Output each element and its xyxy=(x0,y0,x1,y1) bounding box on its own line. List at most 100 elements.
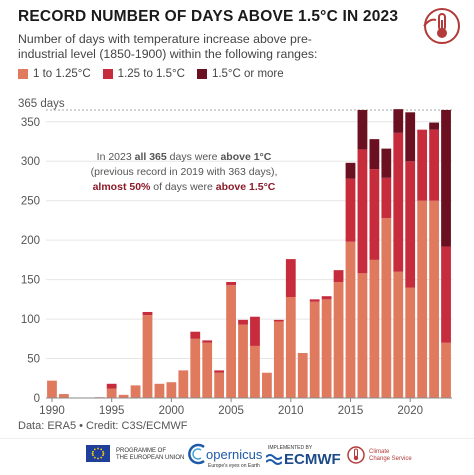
bar-segment-1-1990 xyxy=(47,380,57,398)
bar-segment-3-2017 xyxy=(369,139,380,170)
bar-segment-2-2002 xyxy=(190,331,201,339)
x-tick-label: 2005 xyxy=(218,405,244,415)
bar-segment-2-2022 xyxy=(429,129,439,201)
bar-segment-1-2009 xyxy=(273,321,284,398)
x-tick-label: 1995 xyxy=(99,405,125,415)
x-tick-label: 2020 xyxy=(397,405,423,415)
bar-segment-1-2003 xyxy=(202,342,213,398)
x-tick-label: 2010 xyxy=(278,405,304,415)
thermometer-logo-icon xyxy=(423,8,460,44)
bar-segment-1-2013 xyxy=(321,299,332,398)
bar-segment-1-2002 xyxy=(190,338,201,398)
bar-segment-1-1996 xyxy=(118,394,129,398)
legend-label-range2: 1.25 to 1.5°C xyxy=(117,68,185,80)
eu-label-line2: THE EUROPEAN UNION xyxy=(116,455,185,461)
bar-segment-1-2018 xyxy=(381,218,392,398)
bar-segment-3-2018 xyxy=(381,148,392,178)
copernicus-text: opernicus xyxy=(206,447,263,462)
c3s-logo-icon xyxy=(347,446,365,464)
bar-chart: 0 50 100 150 200 250 300 350 365 days 1990 1995 200… xyxy=(18,98,452,415)
bar-segment-1-1997 xyxy=(130,385,141,398)
legend-swatch-range3 xyxy=(196,69,207,79)
ecmwf-logo-icon xyxy=(266,454,282,465)
bar-segment-3-2015 xyxy=(345,162,356,179)
bar-segment-2-2023 xyxy=(441,246,451,343)
copernicus-logo-icon xyxy=(188,443,205,465)
annotation-line2: (previous record in 2019 with 363 days), xyxy=(91,166,278,178)
legend-item-range3: 1.5°C or more xyxy=(196,68,284,80)
bar-segment-1-2005 xyxy=(226,285,236,398)
legend-swatch-range1 xyxy=(18,69,28,79)
bar-segment-1-2014 xyxy=(333,281,344,398)
bar-segment-1-2008 xyxy=(262,372,272,398)
eu-programme-label: PROGRAMME OF THE EUROPEAN UNION xyxy=(116,448,184,462)
x-tick-label: 1990 xyxy=(39,405,65,415)
c3s-label: Climate Change Service xyxy=(369,449,412,463)
bar-segment-2-1998 xyxy=(142,311,153,316)
bar-segment-2-2012 xyxy=(309,299,320,302)
bar-segment-2-2007 xyxy=(250,316,260,346)
y-tick-label: 0 xyxy=(34,393,40,405)
y-tick-label: 200 xyxy=(21,235,40,247)
bar-segment-2-2013 xyxy=(321,296,332,300)
legend-swatch-range2 xyxy=(102,69,113,79)
c3s-label-line2: Change Service xyxy=(369,456,412,462)
bar-segment-2-2018 xyxy=(381,177,392,219)
y-tick-label: 250 xyxy=(21,196,40,208)
bar-segment-2-2015 xyxy=(345,178,356,242)
legend-label-range3: 1.5°C or more xyxy=(211,68,284,80)
eu-label-line1: PROGRAMME OF xyxy=(116,448,167,454)
bar-segment-1-2016 xyxy=(357,273,368,398)
bar-segment-1-2023 xyxy=(441,342,451,398)
bar-segment-2-2005 xyxy=(226,281,236,286)
bar-segment-1-2004 xyxy=(214,372,225,398)
credit-text: Data: ERA5 • Credit: C3S/ECMWF xyxy=(18,420,188,432)
bar-segment-1-2007 xyxy=(250,345,260,398)
bar-segment-2-2003 xyxy=(202,340,213,343)
x-tick-label: 2015 xyxy=(338,405,364,415)
reference-line-label: 365 days xyxy=(18,98,65,110)
bar-segment-2-2004 xyxy=(214,370,225,373)
bar-segment-1-2022 xyxy=(429,200,439,398)
bar-segment-2-2017 xyxy=(369,169,380,260)
legend: 1 to 1.25°C 1.25 to 1.5°C 1.5°C or more xyxy=(18,68,284,80)
legend-label-range1: 1 to 1.25°C xyxy=(33,68,91,80)
bar-segment-1-2020 xyxy=(405,287,416,398)
copernicus-subtext: Europe's eyes on Earth xyxy=(208,463,260,469)
bar-segment-1-2017 xyxy=(369,259,380,398)
bar-segment-1-2021 xyxy=(417,200,428,398)
bar-segment-1-2012 xyxy=(309,301,320,398)
bar-segment-1-1998 xyxy=(142,315,153,398)
bar-segment-3-2019 xyxy=(393,109,404,133)
bar-segment-1-2000 xyxy=(166,382,177,398)
bar-segment-2-2020 xyxy=(405,161,416,288)
y-tick-label: 350 xyxy=(21,117,40,129)
bar-segment-1-1995 xyxy=(106,388,117,398)
ecmwf-text: ECMWF xyxy=(284,451,341,468)
legend-item-range1: 1 to 1.25°C xyxy=(18,68,91,80)
y-tick-label: 100 xyxy=(21,314,40,326)
bar-segment-3-2023 xyxy=(441,109,451,247)
y-tick-label: 50 xyxy=(27,354,40,366)
footer-logos: PROGRAMME OF THE EUROPEAN UNION opernicu… xyxy=(0,438,474,475)
bar-segment-1-2015 xyxy=(345,241,356,398)
bar-segment-1-2010 xyxy=(285,296,296,398)
bar-segment-1-2001 xyxy=(178,370,189,398)
bar-segment-2-2010 xyxy=(285,259,296,297)
bar-segment-3-2016 xyxy=(357,109,368,150)
chart-title: RECORD NUMBER OF DAYS ABOVE 1.5°C IN 202… xyxy=(18,8,399,25)
bar-segment-1-2011 xyxy=(297,353,308,398)
bar-segment-2-2014 xyxy=(333,270,344,282)
y-tick-label: 300 xyxy=(21,156,40,168)
bar-segment-2-2016 xyxy=(357,149,368,274)
y-tick-label: 150 xyxy=(21,275,40,287)
bar-segment-3-2020 xyxy=(405,112,416,162)
bar-segment-1-2006 xyxy=(238,324,248,398)
c3s-label-line1: Climate xyxy=(369,449,390,455)
chart-subtitle: Number of days with temperature increase… xyxy=(18,32,318,61)
annotation-line3: almost 50% of days were above 1.5°C xyxy=(93,181,276,193)
bar-segment-2-2019 xyxy=(393,132,404,272)
bar-segment-2-2021 xyxy=(417,129,428,201)
bar-segment-1-2019 xyxy=(393,271,404,398)
x-tick-label: 2000 xyxy=(159,405,185,415)
